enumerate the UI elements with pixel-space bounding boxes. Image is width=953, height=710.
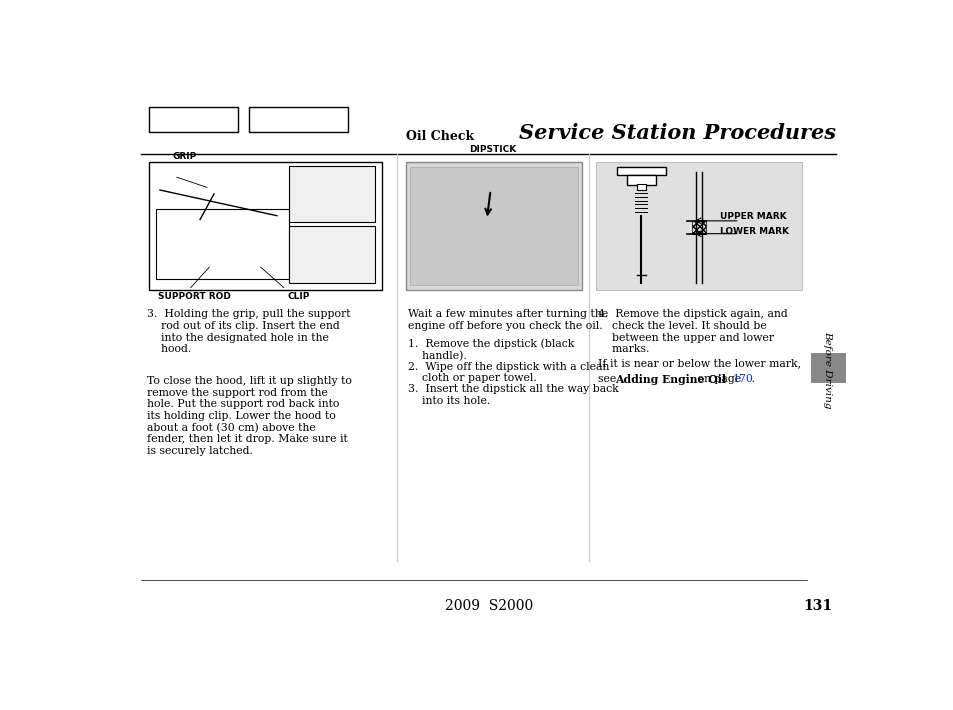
Text: on page: on page <box>694 374 744 384</box>
Bar <box>410 168 578 285</box>
Text: UPPER MARK: UPPER MARK <box>719 212 785 221</box>
Text: Service Station Procedures: Service Station Procedures <box>518 123 836 143</box>
Bar <box>288 226 375 283</box>
Text: see: see <box>598 374 619 384</box>
Bar <box>288 165 375 222</box>
Text: To close the hood, lift it up slightly to
remove the support rod from the
hole. : To close the hood, lift it up slightly t… <box>147 376 352 456</box>
Text: CLIP: CLIP <box>288 292 310 301</box>
Text: DIPSTICK: DIPSTICK <box>469 145 516 153</box>
Bar <box>249 107 348 131</box>
Text: Oil Check: Oil Check <box>406 130 474 143</box>
Bar <box>406 162 581 290</box>
Text: LOWER MARK: LOWER MARK <box>719 227 788 236</box>
Text: Adding Engine Oil: Adding Engine Oil <box>615 374 725 385</box>
Text: 2009  S2000: 2009 S2000 <box>444 599 533 613</box>
Bar <box>626 175 656 185</box>
Text: .: . <box>747 374 754 384</box>
Bar <box>596 162 801 290</box>
Text: 170: 170 <box>732 374 753 384</box>
Bar <box>617 167 665 175</box>
Bar <box>156 209 289 279</box>
Text: 2.  Wipe off the dipstick with a clean
    cloth or paper towel.: 2. Wipe off the dipstick with a clean cl… <box>407 362 608 383</box>
Text: 131: 131 <box>802 599 832 613</box>
Text: 3.  Holding the grip, pull the support
    rod out of its clip. Insert the end
 : 3. Holding the grip, pull the support ro… <box>147 310 351 354</box>
Bar <box>637 184 645 190</box>
Text: 1.  Remove the dipstick (black
    handle).: 1. Remove the dipstick (black handle). <box>407 339 574 361</box>
Text: SUPPORT ROD: SUPPORT ROD <box>157 292 231 301</box>
Bar <box>149 162 381 290</box>
Text: Wait a few minutes after turning the
engine off before you check the oil.: Wait a few minutes after turning the eng… <box>407 310 607 331</box>
Bar <box>810 353 845 383</box>
Text: GRIP: GRIP <box>172 152 196 161</box>
Bar <box>149 107 237 131</box>
Text: Before Driving: Before Driving <box>822 331 831 408</box>
Text: 3.  Insert the dipstick all the way back
    into its hole.: 3. Insert the dipstick all the way back … <box>407 384 618 406</box>
Bar <box>691 221 705 234</box>
Text: If it is near or below the lower mark,: If it is near or below the lower mark, <box>598 359 801 368</box>
Text: 4.  Remove the dipstick again, and
    check the level. It should be
    between: 4. Remove the dipstick again, and check … <box>598 310 787 354</box>
